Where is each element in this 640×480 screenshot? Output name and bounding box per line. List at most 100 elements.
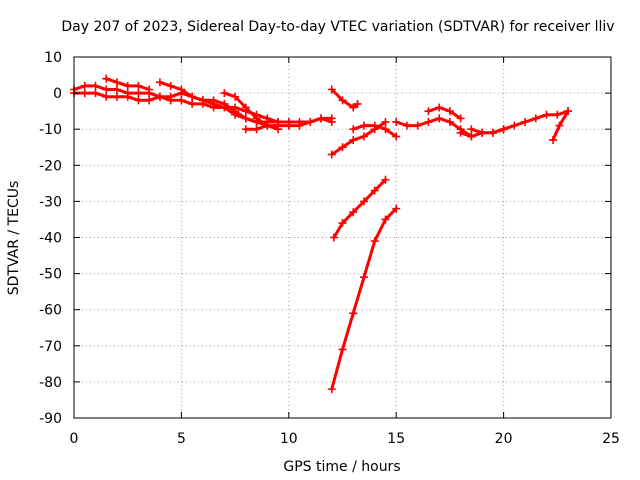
series-line	[330, 207, 398, 391]
data-point	[478, 128, 487, 137]
data-point	[564, 107, 573, 116]
series-line	[330, 88, 359, 109]
data-point	[220, 89, 229, 98]
data-point	[402, 121, 411, 130]
data-point	[123, 81, 132, 90]
data-point	[329, 233, 338, 242]
series-line	[332, 178, 387, 239]
data-point	[112, 78, 121, 87]
data-point	[521, 117, 530, 126]
data-point	[231, 110, 240, 119]
data-point	[338, 143, 347, 152]
data-point	[274, 121, 283, 130]
data-point	[424, 117, 433, 126]
data-point	[327, 85, 336, 94]
data-point	[456, 114, 465, 123]
data-point	[359, 273, 368, 282]
y-tick-label: -60	[39, 303, 62, 319]
data-point	[295, 121, 304, 130]
grid	[74, 57, 611, 418]
data-point	[327, 150, 336, 159]
data-series-group	[70, 74, 573, 394]
data-point	[112, 92, 121, 101]
data-point	[102, 92, 111, 101]
data-point	[317, 114, 326, 123]
chart-title: Day 207 of 2023, Sidereal Day-to-day VTE…	[61, 19, 614, 35]
data-point	[338, 345, 347, 354]
y-tick-label: -70	[39, 339, 62, 355]
x-tick-label: 15	[387, 431, 405, 447]
data-point	[392, 117, 401, 126]
data-point	[467, 125, 476, 134]
data-point	[445, 117, 454, 126]
data-point	[306, 117, 315, 126]
data-point	[349, 136, 358, 145]
data-point	[91, 81, 100, 90]
x-tick-label: 5	[177, 431, 186, 447]
data-point	[499, 125, 508, 134]
data-point	[488, 128, 497, 137]
y-axis-label: SDTVAR / TECUs	[6, 181, 22, 296]
data-point	[263, 121, 272, 130]
series-13	[467, 125, 508, 137]
data-point	[198, 96, 207, 105]
series-8	[327, 117, 390, 159]
data-point	[155, 78, 164, 87]
data-point	[327, 117, 336, 126]
data-point	[445, 107, 454, 116]
data-point	[467, 132, 476, 141]
series-9	[349, 121, 401, 141]
data-point	[349, 103, 358, 112]
series-11	[424, 103, 465, 123]
data-point	[370, 186, 379, 195]
series-line	[469, 127, 506, 135]
y-tick-label: -50	[39, 267, 62, 283]
series-5	[241, 121, 293, 134]
data-point	[531, 114, 540, 123]
data-point	[542, 110, 551, 119]
data-point	[435, 103, 444, 112]
series-7	[327, 85, 362, 112]
series-2	[102, 74, 154, 94]
data-point	[424, 107, 433, 116]
y-tick-label: -30	[39, 194, 62, 210]
data-point	[123, 92, 132, 101]
data-point	[353, 99, 362, 108]
y-tick-label: -80	[39, 375, 62, 391]
data-point	[381, 125, 390, 134]
x-axis-label: GPS time / hours	[283, 459, 400, 475]
data-point	[91, 89, 100, 98]
data-point	[349, 125, 358, 134]
y-tick-label: 0	[53, 86, 62, 102]
data-point	[555, 121, 564, 130]
data-point	[220, 103, 229, 112]
x-tick-label: 25	[602, 431, 620, 447]
data-point	[359, 197, 368, 206]
series-6	[284, 114, 336, 130]
data-point	[241, 114, 250, 123]
data-point	[510, 121, 519, 130]
series-line	[330, 120, 387, 156]
data-point	[263, 114, 272, 123]
data-point	[241, 103, 250, 112]
data-point	[338, 96, 347, 105]
data-point	[177, 96, 186, 105]
data-point	[549, 136, 558, 145]
data-point	[338, 219, 347, 228]
data-point	[231, 92, 240, 101]
data-point	[370, 237, 379, 246]
y-tick-label: -10	[39, 122, 62, 138]
data-point	[349, 208, 358, 217]
data-point	[134, 96, 143, 105]
data-point	[112, 85, 121, 94]
data-point	[166, 81, 175, 90]
data-point	[327, 385, 336, 394]
series-14	[549, 107, 573, 145]
data-point	[102, 85, 111, 94]
data-point	[134, 81, 143, 90]
axis-ticks: 0 5 10 15 20 25 10 0 -10 -20 -30 -40 -50 -60 -70 -80 -90	[39, 50, 620, 447]
data-point	[209, 99, 218, 108]
data-point	[252, 114, 261, 123]
data-point	[381, 215, 390, 224]
